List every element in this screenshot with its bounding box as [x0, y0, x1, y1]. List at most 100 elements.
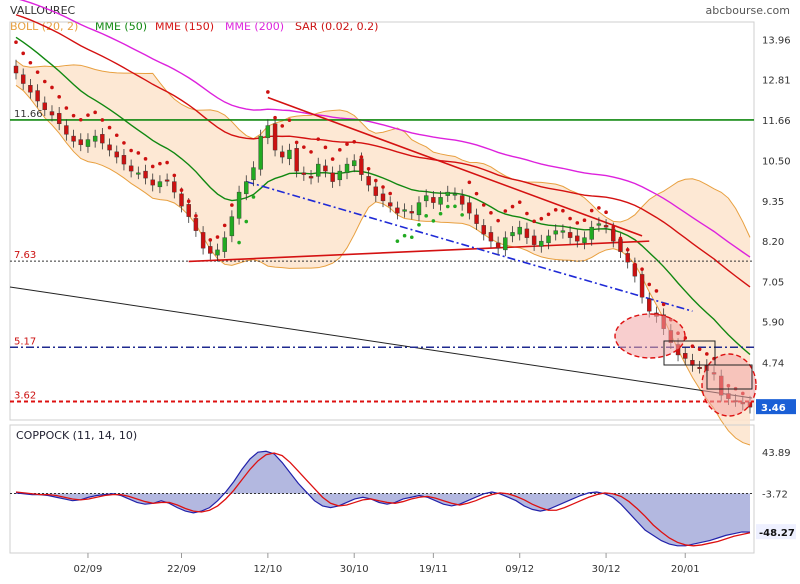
sar-dot [143, 157, 148, 161]
sar-dot [561, 208, 565, 213]
sar-dot [460, 213, 464, 217]
sar-dot [546, 212, 551, 217]
candle-body [179, 193, 184, 207]
candle-body [71, 135, 76, 142]
sar-dot [481, 203, 486, 207]
candle-body [582, 237, 587, 244]
candle-body [618, 239, 623, 252]
sar-dot [388, 191, 392, 196]
x-tick-label: 30/10 [340, 564, 369, 575]
sar-dot [395, 239, 400, 243]
sar-dot [244, 219, 249, 224]
candle-body [495, 242, 501, 249]
candle-body [294, 148, 299, 172]
sar-dot [568, 216, 572, 221]
candle-body [13, 65, 19, 74]
candle-body [164, 179, 170, 182]
trendline-channel [246, 180, 693, 312]
candle-body [280, 151, 285, 158]
candle-body [229, 216, 235, 237]
candle-body [35, 90, 40, 102]
sar-dot [374, 178, 378, 183]
sar-dot [402, 233, 407, 238]
sar-dot [690, 344, 695, 349]
candle-body [64, 125, 69, 135]
sar-dot [35, 70, 40, 74]
highlight-ellipse [701, 353, 757, 417]
y-tick-label: 4.74 [762, 358, 784, 369]
candle-body [193, 218, 199, 231]
bollinger-band [16, 60, 750, 445]
candle-body [114, 151, 119, 158]
sar-dot [208, 238, 213, 242]
sar-dot [179, 188, 184, 192]
candle-body [546, 235, 551, 244]
sar-dot [71, 113, 76, 118]
chart-title: VALLOUREC [10, 4, 76, 17]
candle-body [316, 163, 321, 177]
bollinger-upper [15, 60, 751, 238]
candle-body [380, 193, 386, 202]
candle-body [244, 181, 249, 195]
candle-body [186, 204, 191, 217]
sar-dot [237, 240, 241, 245]
coppock-signal-line [15, 452, 751, 547]
coppock-panel-frame [9, 424, 755, 554]
coppock-last-badge [756, 524, 796, 540]
legend-item: MME (150) [155, 20, 214, 33]
candle-body [575, 235, 580, 242]
sar-dot [330, 157, 335, 161]
sar-dot [366, 166, 371, 171]
coppock-y-tick-label: -3.72 [762, 490, 788, 501]
sar-dot [633, 262, 637, 267]
sar-dot [294, 140, 299, 145]
candle-body [423, 195, 429, 202]
sar-dot [230, 203, 234, 207]
sar-dot [381, 185, 385, 189]
candle-body [697, 367, 702, 369]
sar-dot [697, 347, 702, 352]
candle-body [42, 102, 47, 111]
candle-body [366, 176, 371, 186]
y-tick-label: 13.96 [762, 35, 791, 46]
candle-body [625, 253, 630, 263]
sar-dot [251, 195, 256, 199]
sar-dot [107, 125, 112, 130]
sar-dot [150, 164, 155, 169]
sar-dot [136, 151, 141, 155]
sar-dot [316, 137, 321, 141]
sar-dot [258, 153, 263, 157]
sar-dot [28, 60, 33, 65]
sar-dot [625, 247, 630, 252]
candle-body [172, 181, 177, 193]
candle-body [208, 246, 213, 254]
candle-body [352, 160, 357, 167]
sar-dot [604, 210, 608, 215]
sar-dot [517, 200, 522, 204]
x-tick-label: 02/09 [74, 564, 103, 575]
sar-dot [172, 173, 177, 178]
price-panel: 11.66 7.63 5.17 3.62 [9, 0, 757, 446]
level-label: 3.62 [14, 391, 36, 402]
candle-body [56, 113, 62, 125]
sar-dot [496, 218, 500, 223]
consolidation-box [663, 340, 716, 366]
consolidation-box [706, 364, 753, 390]
candle-body [330, 172, 335, 182]
candle-body [157, 181, 163, 188]
candle-body [258, 135, 263, 170]
sar-dot [489, 211, 493, 215]
candle-body [107, 144, 112, 151]
candle-body [531, 235, 537, 245]
sar-dot [201, 232, 205, 236]
legend-item: MME (200) [225, 20, 284, 33]
sar-dot [453, 204, 457, 209]
sar-dot [640, 267, 644, 271]
candle-body [301, 172, 307, 175]
candle-body [337, 170, 343, 181]
sar-dot [431, 219, 436, 223]
mme-150-line [15, 14, 751, 288]
sar-dot [100, 118, 105, 122]
y-tick-label: 11.66 [762, 116, 791, 127]
